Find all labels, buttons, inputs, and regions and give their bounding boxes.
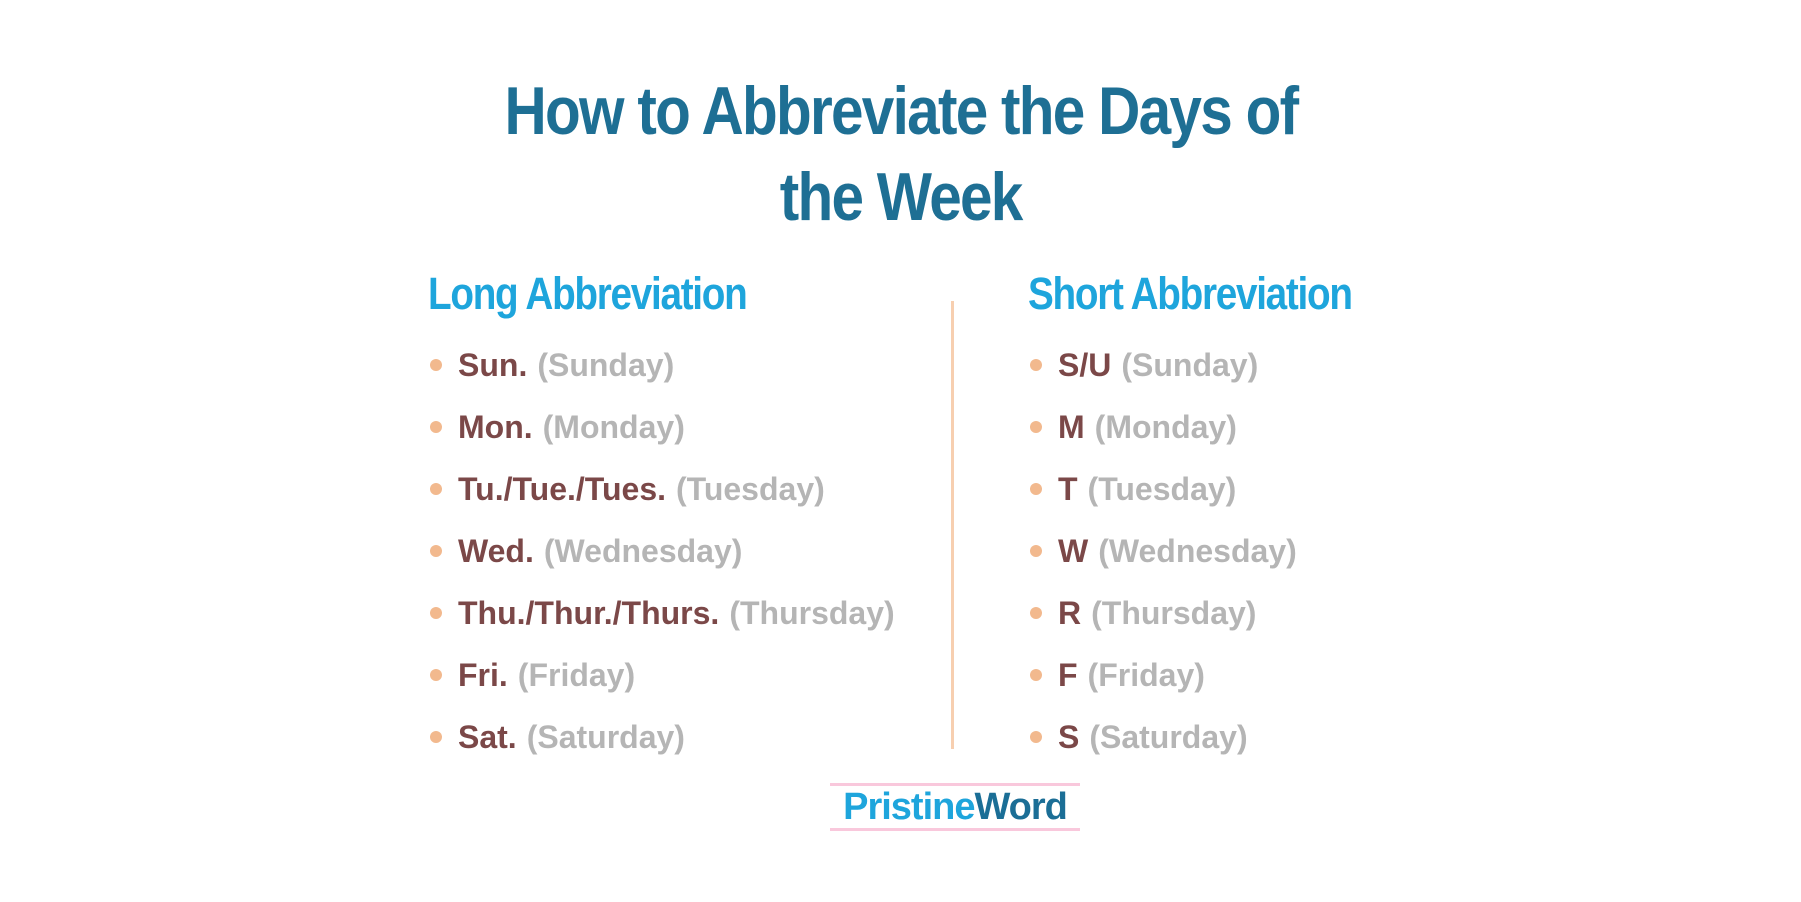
pristineword-logo: PristineWord <box>830 783 1080 831</box>
abbreviation: Sat. <box>458 718 517 755</box>
abbreviation: S/U <box>1058 346 1112 383</box>
abbreviation: F <box>1058 656 1078 693</box>
short-abbreviation-column: Short Abbreviation S/U (Sunday) M (Monday) T… <box>1028 268 1404 768</box>
bullet-icon <box>1030 669 1042 681</box>
abbreviation: M <box>1058 408 1085 445</box>
full-day-name: (Monday) <box>542 408 685 445</box>
list-item: Wed. (Wednesday) <box>428 520 895 582</box>
bullet-icon <box>1030 731 1042 743</box>
bullet-icon <box>430 421 442 433</box>
full-day-name: (Tuesday) <box>1087 470 1237 507</box>
list-item: Fri. (Friday) <box>428 644 895 706</box>
full-day-name: (Friday) <box>1087 656 1205 693</box>
full-day-name: (Sunday) <box>537 346 675 383</box>
abbreviation: Tu./Tue./Tues. <box>458 470 666 507</box>
full-day-name: (Wednesday) <box>543 532 743 569</box>
title-line-1: How to Abbreviate the Days of <box>504 73 1299 149</box>
abbreviation: Thu./Thur./Thurs. <box>458 594 720 631</box>
full-day-name: (Friday) <box>517 656 636 693</box>
full-day-name: (Saturday) <box>1089 718 1248 755</box>
abbreviation: Wed. <box>458 532 534 569</box>
abbreviation: Mon. <box>458 408 533 445</box>
long-abbreviation-list: Sun. (Sunday) Mon. (Monday) Tu./Tue./Tues. (T… <box>428 334 895 768</box>
list-item: F (Friday) <box>1028 644 1404 706</box>
abbreviation: Fri. <box>458 656 508 693</box>
long-abbreviation-heading: Long Abbreviation <box>428 268 748 319</box>
bullet-icon <box>1030 421 1042 433</box>
logo-part-2: Word <box>974 786 1067 828</box>
list-item: M (Monday) <box>1028 396 1404 458</box>
full-day-name: (Thursday) <box>729 594 895 631</box>
bullet-icon <box>430 483 442 495</box>
full-day-name: (Monday) <box>1094 408 1237 445</box>
list-item: Mon. (Monday) <box>428 396 895 458</box>
bullet-icon <box>1030 359 1042 371</box>
full-day-name: (Wednesday) <box>1098 532 1297 569</box>
full-day-name: (Thursday) <box>1091 594 1257 631</box>
list-item: R (Thursday) <box>1028 582 1404 644</box>
abbreviation: T <box>1058 470 1078 507</box>
abbreviation: W <box>1058 532 1089 569</box>
list-item: S (Saturday) <box>1028 706 1404 768</box>
bullet-icon <box>430 731 442 743</box>
abbreviation: S <box>1058 718 1080 755</box>
list-item: W (Wednesday) <box>1028 520 1404 582</box>
full-day-name: (Saturday) <box>526 718 685 755</box>
bullet-icon <box>430 607 442 619</box>
short-abbreviation-list: S/U (Sunday) M (Monday) T (Tuesday) W (Wednesda… <box>1028 334 1404 768</box>
bullet-icon <box>430 359 442 371</box>
abbreviation: R <box>1058 594 1082 631</box>
title-line-2: the Week <box>779 159 1024 235</box>
bullet-icon <box>1030 607 1042 619</box>
long-abbreviation-column: Long Abbreviation Sun. (Sunday) Mon. (Monda… <box>428 268 895 768</box>
list-item: T (Tuesday) <box>1028 458 1404 520</box>
list-item: Sun. (Sunday) <box>428 334 895 396</box>
bullet-icon <box>1030 545 1042 557</box>
page-title: How to Abbreviate the Days of the Week <box>0 68 1801 240</box>
list-item: Sat. (Saturday) <box>428 706 895 768</box>
list-item: S/U (Sunday) <box>1028 334 1404 396</box>
bullet-icon <box>430 669 442 681</box>
list-item: Tu./Tue./Tues. (Tuesday) <box>428 458 895 520</box>
list-item: Thu./Thur./Thurs. (Thursday) <box>428 582 895 644</box>
column-divider <box>951 301 954 749</box>
full-day-name: (Tuesday) <box>676 470 825 507</box>
bullet-icon <box>1030 483 1042 495</box>
short-abbreviation-heading: Short Abbreviation <box>1028 268 1353 319</box>
full-day-name: (Sunday) <box>1121 346 1259 383</box>
abbreviation: Sun. <box>458 346 528 383</box>
bullet-icon <box>430 545 442 557</box>
logo-part-1: Pristine <box>843 786 975 828</box>
